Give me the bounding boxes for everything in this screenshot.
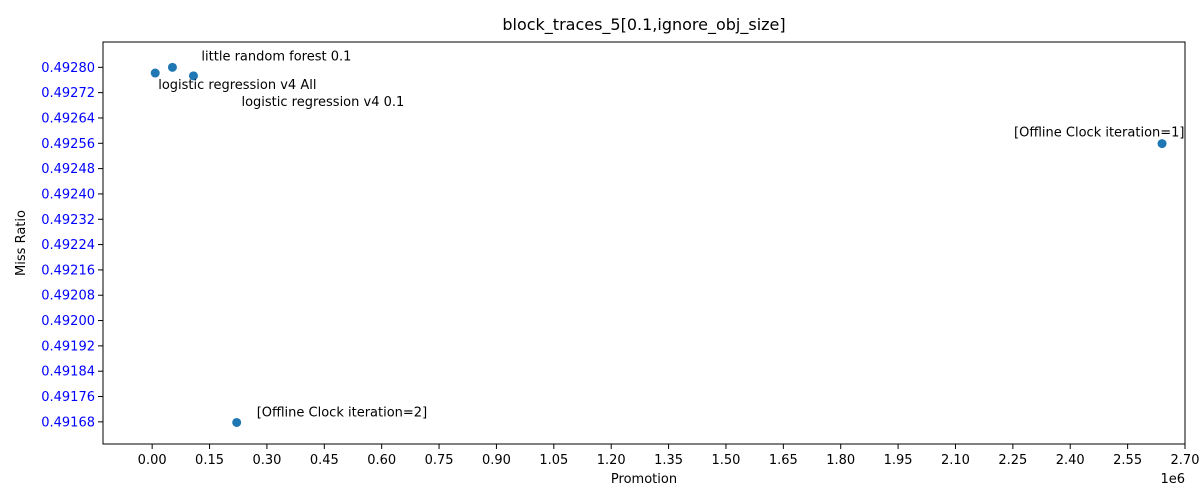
- x-tick-label: 2.40: [1056, 453, 1085, 468]
- point-annotation: [Offline Clock iteration=1]: [1014, 126, 1184, 141]
- point-annotations: logistic regression v4 All little random …: [158, 49, 1184, 420]
- x-tick-label: 1.95: [884, 453, 913, 468]
- plot-frame: [102, 41, 1186, 445]
- y-tick-label: 0.49264: [41, 111, 95, 126]
- y-tick-label: 0.49256: [41, 137, 95, 152]
- y-axis-label: Miss Ratio: [14, 210, 29, 276]
- y-tick-label: 0.49248: [41, 162, 95, 177]
- y-tick-label: 0.49176: [41, 390, 95, 405]
- x-tick-label: 0.00: [138, 453, 167, 468]
- y-tick-label: 0.49224: [41, 238, 95, 253]
- x-tick-label: 0.45: [310, 453, 339, 468]
- point-annotation: little random forest 0.1: [201, 49, 351, 64]
- y-tick-label: 0.49216: [41, 263, 95, 278]
- x-tick-label: 1.50: [711, 453, 740, 468]
- x-tick-label: 0.90: [482, 453, 511, 468]
- x-tick-label: 0.60: [367, 453, 396, 468]
- x-axis-label: Promotion: [611, 472, 677, 487]
- x-tick-label: 1.35: [654, 453, 683, 468]
- x-tick-label: 0.15: [195, 453, 224, 468]
- x-axis-offset-label: 1e6: [1160, 472, 1185, 487]
- chart-title: block_traces_5[0.1,ignore_obj_size]: [502, 15, 785, 35]
- y-tick-label: 0.49168: [41, 415, 95, 430]
- x-tick-label: 2.10: [941, 453, 970, 468]
- x-tick-label: 1.05: [539, 453, 568, 468]
- point-annotation: logistic regression v4 All: [158, 78, 316, 93]
- x-tick-label: 0.75: [425, 453, 454, 468]
- data-point: [232, 417, 242, 427]
- x-tick-label: 2.55: [1113, 453, 1142, 468]
- x-tick-label: 2.25: [998, 453, 1027, 468]
- data-point: [150, 68, 160, 78]
- y-tick-label: 0.49192: [41, 339, 95, 354]
- x-tick-label: 2.70: [1171, 453, 1200, 468]
- x-axis: 0.00 0.15 0.30 0.45 0.60 0.75 0.90 1.05 1.20 1.35…: [138, 444, 1200, 468]
- x-tick-label: 1.20: [597, 453, 626, 468]
- data-point: [1157, 139, 1167, 149]
- x-tick-label: 0.30: [252, 453, 281, 468]
- y-tick-label: 0.49200: [41, 314, 95, 329]
- y-tick-label: 0.49272: [41, 86, 95, 101]
- y-tick-label: 0.49240: [41, 187, 95, 202]
- x-tick-label: 1.80: [826, 453, 855, 468]
- y-tick-label: 0.49184: [41, 365, 95, 380]
- y-axis: 0.49168 0.49176 0.49184 0.49192 0.49200 0.492…: [41, 61, 103, 430]
- data-points: [150, 62, 1167, 427]
- point-annotation: [Offline Clock iteration=2]: [257, 405, 427, 420]
- y-tick-label: 0.49208: [41, 289, 95, 304]
- point-annotation: logistic regression v4 0.1: [241, 95, 404, 110]
- x-tick-label: 1.65: [769, 453, 798, 468]
- y-tick-label: 0.49280: [41, 61, 95, 76]
- y-tick-label: 0.49232: [41, 213, 95, 228]
- data-point: [188, 71, 198, 81]
- data-point: [167, 62, 177, 72]
